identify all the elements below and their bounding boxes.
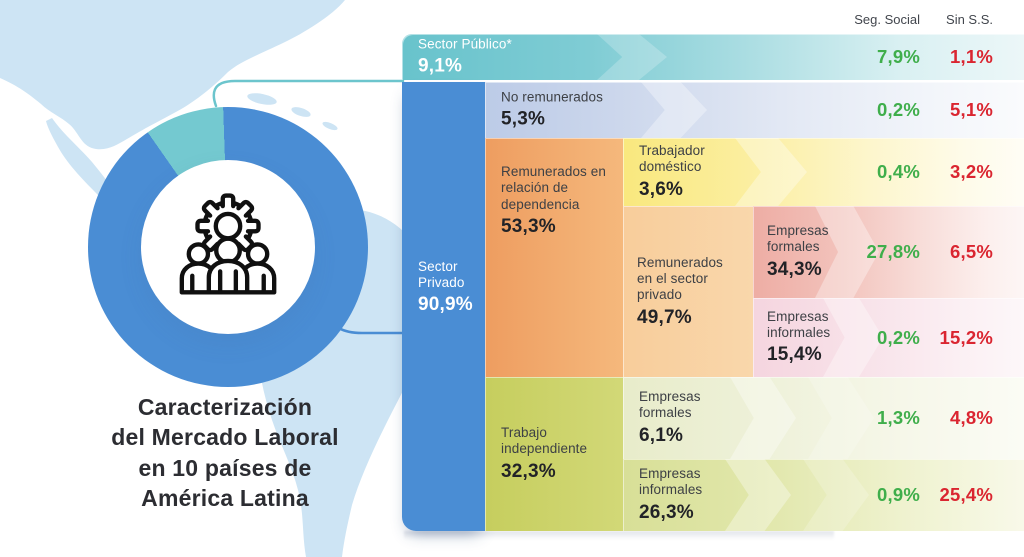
main-title: Caracterización del Mercado Laboral en 1… — [45, 392, 405, 513]
title-line: América Latina — [141, 485, 309, 512]
bar-label: Sector Público* 9,1% — [418, 36, 512, 77]
seg-social-value: 27,8% — [866, 241, 920, 262]
row-empresas-informales-independiente: Empresas informales 26,3% 0,9% 25,4% — [623, 459, 1024, 531]
seg-social-value: 0,2% — [877, 99, 920, 120]
block-trabajo-independiente: Trabajo independiente 32,3% — [485, 377, 623, 531]
chevron-right-icon — [641, 82, 707, 138]
column-header-sin-ss: Sin S.S. — [946, 12, 993, 27]
bar-sector-privado: Sector Privado 90,9% — [402, 82, 485, 531]
title-line: del Mercado Laboral — [111, 424, 339, 451]
sin-ss-value: 5,1% — [950, 99, 993, 120]
chevron-right-icon — [597, 34, 667, 80]
row-label: Trabajador doméstico 3,6% — [639, 143, 705, 200]
sin-ss-value: 6,5% — [950, 241, 993, 262]
sin-ss-value: 15,2% — [939, 326, 993, 348]
seg-social-value: 0,2% — [877, 326, 920, 348]
row-label: Empresas informales 15,4% — [767, 308, 831, 366]
block-label: Remunerados en el sector privado 49,7% — [637, 254, 723, 328]
title-line: en 10 países de — [138, 454, 312, 481]
sin-ss-value: 3,2% — [950, 161, 993, 182]
block-label: Trabajo independiente 32,3% — [501, 425, 588, 482]
row-empresas-informales-remunerados: Empresas informales 15,4% 0,2% 15,2% — [753, 298, 1024, 377]
row-no-remunerados: No remunerados 5,3% 0,2% 5,1% — [485, 82, 1024, 138]
block-remunerados-dependencia: Remunerados en relación de dependencia 5… — [485, 138, 623, 377]
row-label: Empresas informales 26,3% — [639, 466, 703, 523]
row-label: No remunerados 5,3% — [501, 89, 603, 130]
column-header-seg-social: Seg. Social — [854, 12, 920, 27]
bar-sector-publico: Sector Público* 9,1% 7,9% 1,1% — [402, 34, 1024, 80]
title-line: Caracterización — [137, 394, 313, 420]
row-label: Empresas formales 6,1% — [639, 389, 701, 446]
block-remunerados-sector-privado: Remunerados en el sector privado 49,7% — [623, 206, 753, 377]
seg-social-value: 7,9% — [877, 46, 920, 67]
workforce-icon — [179, 193, 277, 295]
seg-social-value: 0,4% — [877, 161, 920, 182]
row-label: Empresas formales 34,3% — [767, 223, 829, 280]
sin-ss-value: 1,1% — [950, 46, 993, 67]
bar-label: Sector Privado 90,9% — [418, 258, 473, 316]
seg-social-value: 0,9% — [877, 484, 920, 505]
sin-ss-value: 25,4% — [939, 484, 993, 505]
donut-hole — [141, 160, 315, 334]
row-trabajador-domestico: Trabajador doméstico 3,6% 0,4% 3,2% — [623, 138, 1024, 206]
row-empresas-formales-independiente: Empresas formales 6,1% 1,3% 4,8% — [623, 377, 1024, 459]
sin-ss-value: 4,8% — [950, 407, 993, 428]
block-label: Remunerados en relación de dependencia 5… — [501, 164, 606, 238]
row-empresas-formales-remunerados: Empresas formales 34,3% 27,8% 6,5% — [753, 206, 1024, 298]
panel-shadow — [404, 531, 834, 541]
seg-social-value: 1,3% — [877, 407, 920, 428]
